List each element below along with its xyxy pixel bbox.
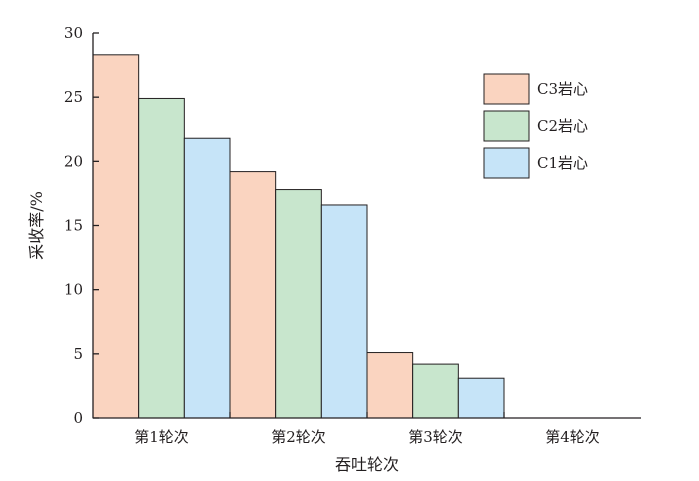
x-ticks-group: 第1轮次 第2轮次 第3轮次 第4轮次: [134, 412, 600, 446]
bar-1-2: [138, 97, 185, 419]
legend-swatch: [483, 73, 530, 105]
bar-2-3: [320, 204, 368, 419]
bar-1-3: [183, 137, 231, 419]
legend: C3岩心 C2岩心 C1岩心: [483, 73, 588, 179]
legend-label: C3岩心: [537, 80, 588, 98]
x-axis-title: 吞吐轮次: [335, 455, 399, 474]
bar-3-3: [457, 377, 505, 419]
bar-3-1: [366, 352, 414, 419]
legend-swatch: [483, 147, 530, 179]
bar-2-2: [275, 189, 322, 419]
x-category-label: 第4轮次: [545, 428, 600, 446]
x-category-label: 第2轮次: [271, 428, 326, 446]
legend-label: C2岩心: [537, 117, 588, 135]
y-tick-label: 5: [73, 345, 83, 363]
legend-swatch: [483, 110, 530, 142]
legend-label: C1岩心: [537, 154, 588, 172]
x-category-label: 第1轮次: [134, 428, 189, 446]
y-tick-label: 15: [64, 217, 83, 235]
bar-2-1: [229, 171, 277, 419]
bar-3-2: [412, 363, 459, 419]
y-tick-label: 30: [64, 24, 83, 42]
y-tick-label: 10: [64, 281, 83, 299]
x-category-label: 第3轮次: [408, 428, 463, 446]
y-axis-title: 采收率/%: [27, 191, 46, 260]
y-tick-label: 20: [64, 152, 83, 170]
y-ticks-group: 0 5 10 15 20 25 30: [64, 24, 99, 427]
bar-1-1: [92, 54, 140, 419]
bars-group: [92, 54, 505, 419]
y-tick-label: 25: [64, 88, 83, 106]
y-tick-label: 0: [73, 409, 83, 427]
